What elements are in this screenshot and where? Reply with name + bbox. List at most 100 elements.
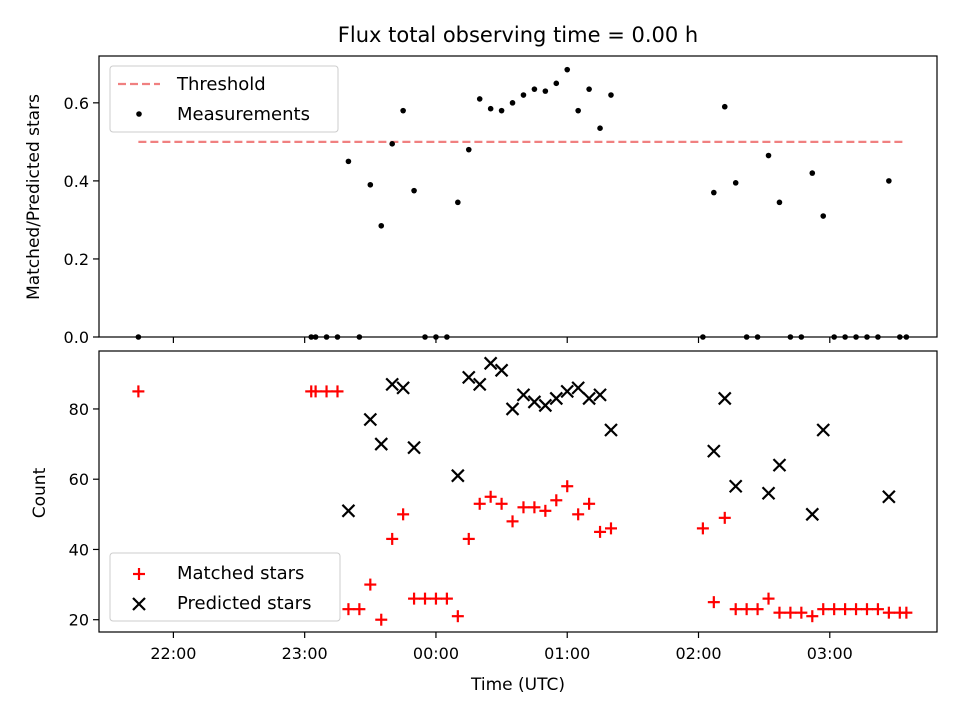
matched-star-point [386, 532, 399, 545]
predicted-star-point [882, 489, 896, 504]
matched-star-point [882, 606, 895, 619]
matched-star-point [375, 613, 388, 626]
predicted-star-point [593, 388, 607, 402]
measurement-point [711, 189, 717, 196]
matched-star-point [528, 501, 541, 514]
measurement-point [400, 107, 406, 114]
matched-star-point [795, 606, 808, 619]
measurement-point [597, 125, 603, 132]
predicted-star-point [461, 370, 476, 385]
predicted-star-point [396, 381, 410, 395]
x-tick-label: 02:00 [675, 644, 721, 663]
ratio-y-ticks: 0.0 0.2 0.4 0.6 [64, 94, 99, 347]
matched-star-point [773, 606, 786, 619]
matched-star-point [440, 592, 453, 605]
predicted-star-point [717, 391, 732, 406]
matched-star-point [817, 603, 830, 616]
count-y-tick-label: 80 [69, 400, 89, 419]
predicted-star-point [560, 384, 575, 399]
matched-star-point [331, 385, 344, 398]
measurement-point [776, 199, 783, 206]
count-y-axis-label: Count [30, 467, 50, 518]
measurement-point [809, 170, 816, 176]
x-tick-label: 00:00 [413, 644, 459, 663]
count-plot-frame [98, 350, 938, 633]
predicted-star-point [407, 440, 421, 455]
count-marks [132, 356, 913, 626]
matched-star-point [784, 606, 797, 619]
legend-matched-label: Matched stars [177, 563, 304, 584]
predicted-star-point [772, 458, 787, 472]
matched-star-point [364, 578, 377, 591]
measurement-point [886, 178, 892, 184]
measurement-point [465, 146, 472, 153]
ratio-y-tick-label: 0.6 [64, 94, 89, 113]
predicted-star-point [505, 402, 520, 416]
matched-star-point [762, 592, 775, 605]
matched-star-point [397, 508, 410, 521]
predicted-star-point [604, 423, 618, 437]
matched-star-point [320, 385, 333, 398]
predicted-star-point [549, 391, 564, 406]
matched-star-point [419, 592, 432, 605]
matched-star-point [408, 592, 421, 605]
measurement-point [765, 152, 772, 159]
ratio-legend-box [109, 65, 339, 133]
measurement-point [367, 181, 374, 188]
measurement-point [586, 86, 592, 92]
predicted-star-point [582, 391, 596, 406]
ratio-plot-frame [98, 55, 938, 338]
measurement-point [389, 141, 395, 147]
matched-star-point [696, 522, 709, 535]
measurement-point [476, 96, 483, 102]
matched-star-point [451, 610, 464, 623]
measurement-point [487, 105, 494, 112]
legend-predicted-swatch [132, 597, 146, 611]
ratio-y-tick-label: 0.0 [64, 328, 89, 347]
measurement-point [455, 199, 461, 206]
measurement-point [553, 80, 560, 87]
legend-measurements-label: Measurements [177, 104, 310, 125]
legend-predicted-label: Predicted stars [177, 593, 311, 614]
x-axis-label: Time (UTC) [470, 675, 565, 695]
matched-star-point [462, 532, 475, 545]
matched-star-point [871, 603, 884, 616]
measurement-point [378, 222, 385, 229]
matched-star-point [860, 603, 873, 616]
matched-star-point [594, 525, 607, 538]
predicted-star-point [494, 363, 509, 378]
matched-star-point [900, 606, 913, 619]
matched-star-point [506, 515, 519, 528]
measurement-point [520, 92, 527, 98]
ratio-legend: Threshold Measurements [109, 65, 339, 133]
matched-star-point [429, 592, 442, 605]
measurement-point [509, 100, 516, 106]
ratio-x-ticks [172, 337, 831, 343]
matched-star-point [517, 501, 530, 514]
predicted-star-point [816, 423, 831, 437]
measurement-point [498, 107, 505, 114]
predicted-star-point [571, 381, 585, 395]
measurement-point [575, 107, 581, 114]
measurement-point [721, 103, 728, 110]
matched-star-point [707, 596, 720, 609]
matched-star-point [539, 504, 552, 517]
matched-star-point [740, 603, 753, 616]
legend-threshold-label: Threshold [176, 74, 266, 95]
predicted-star-point [385, 377, 399, 392]
legend-matched-swatch [133, 568, 145, 580]
predicted-star-point [472, 377, 487, 392]
measurement-point [820, 213, 827, 219]
predicted-star-point [363, 412, 378, 427]
matched-star-point [561, 480, 574, 493]
matched-star-point [806, 610, 819, 623]
predicted-star-point [707, 444, 721, 458]
predicted-star-point [451, 468, 465, 483]
chart-title: Flux total observing time = 0.00 h [338, 23, 698, 47]
x-tick-label: 01:00 [544, 644, 590, 663]
matched-star-point [342, 603, 355, 616]
matched-star-point [604, 522, 617, 535]
matched-star-point [583, 497, 596, 510]
predicted-star-point [516, 388, 531, 402]
